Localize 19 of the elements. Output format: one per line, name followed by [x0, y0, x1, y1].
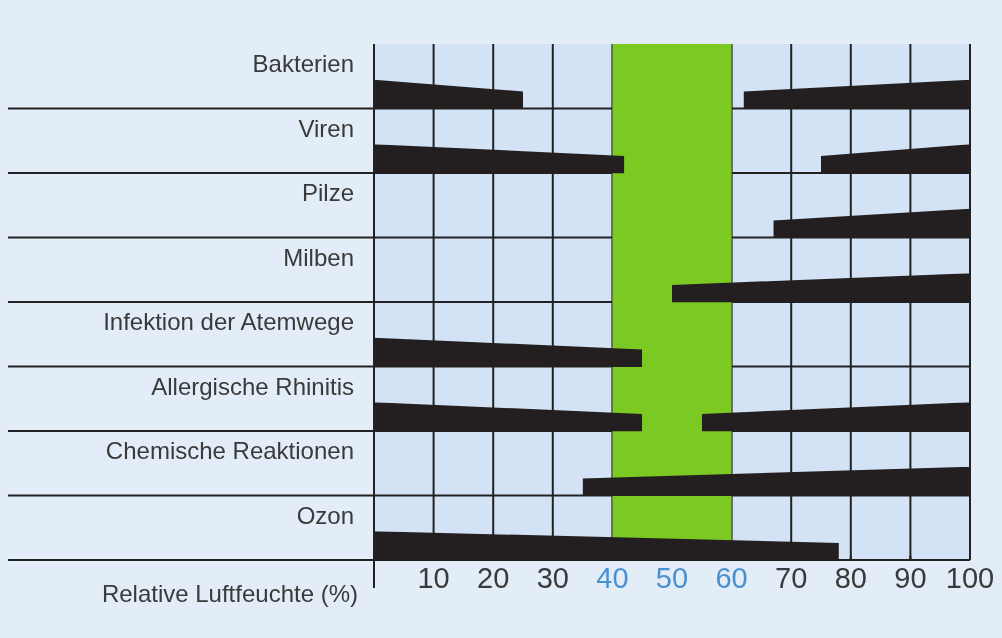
y-tick-label: Chemische Reaktionen: [105, 437, 354, 465]
y-tick-label: Viren: [298, 114, 354, 142]
y-tick-label: Ozon: [296, 501, 354, 529]
x-tick-label: 30: [536, 562, 569, 594]
x-tick-label: 70: [775, 562, 808, 594]
x-tick-label: 20: [477, 562, 510, 594]
x-tick-label: 100: [945, 562, 995, 594]
x-tick-label: 60: [715, 562, 748, 594]
y-tick-label: Milben: [283, 243, 354, 271]
x-tick-label: 40: [596, 562, 629, 594]
x-tick-label: 80: [834, 562, 867, 594]
x-tick-label: 50: [655, 562, 689, 594]
y-tick-label: Infektion der Atemwege: [103, 308, 354, 336]
y-tick-label: Pilze: [301, 179, 354, 207]
x-tick-label: 10: [417, 562, 450, 594]
y-tick-label: Allergische Rhinitis: [151, 372, 354, 400]
x-tick-label: 90: [894, 562, 927, 594]
x-axis-title: Relative Luftfeuchte (%): [101, 580, 358, 607]
y-tick-label: Bakterien: [252, 50, 354, 78]
